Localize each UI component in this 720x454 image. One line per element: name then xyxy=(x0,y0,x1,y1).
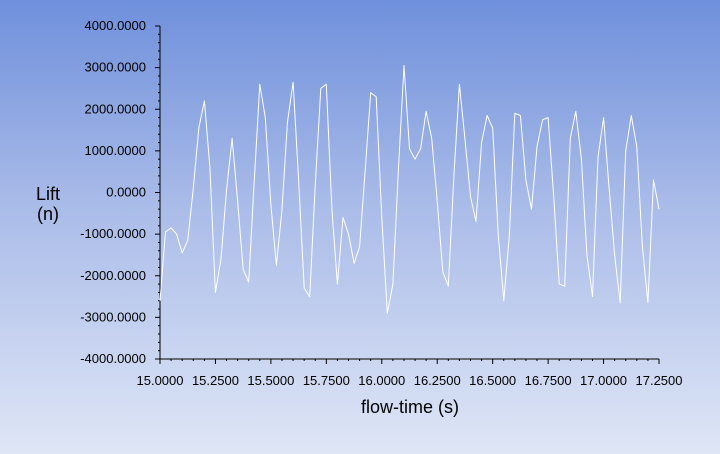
y-tick-label: -3000.0000 xyxy=(80,309,146,324)
x-tick-label: 15.0000 xyxy=(137,373,184,388)
x-tick-label: 17.0000 xyxy=(580,373,627,388)
y-tick-label: 3000.0000 xyxy=(85,60,146,75)
y-tick-label: 2000.0000 xyxy=(85,101,146,116)
y-axis-label-line-1: Lift xyxy=(36,184,60,204)
y-tick-label: -4000.0000 xyxy=(80,351,146,366)
y-axis-label-line-2: (n) xyxy=(37,204,59,224)
x-tick-label: 16.0000 xyxy=(358,373,405,388)
x-ticks: 15.0000 15.2500 15.5000 15.7500 16.0000 16.25… xyxy=(137,359,683,388)
axes xyxy=(159,26,659,360)
y-tick-label: -2000.0000 xyxy=(80,268,146,283)
series-layer xyxy=(159,65,660,314)
x-tick-label: 15.2500 xyxy=(192,373,239,388)
y-tick-label: 0.0000 xyxy=(106,185,146,200)
lift-series-line xyxy=(159,65,660,314)
y-ticks: 4000.0000 3000.0000 2000.0000 1000.0000 0.00… xyxy=(80,18,160,366)
x-tick-label: 16.2500 xyxy=(414,373,461,388)
y-tick-label: -1000.0000 xyxy=(80,226,146,241)
x-axis-label: flow-time (s) xyxy=(361,397,459,417)
y-tick-label: 4000.0000 xyxy=(85,18,146,33)
x-tick-label: 15.7500 xyxy=(303,373,350,388)
x-tick-label: 15.5000 xyxy=(247,373,294,388)
x-tick-label: 16.7500 xyxy=(525,373,572,388)
x-tick-label: 17.2500 xyxy=(636,373,683,388)
y-tick-label: 1000.0000 xyxy=(85,143,146,158)
x-tick-label: 16.5000 xyxy=(469,373,516,388)
